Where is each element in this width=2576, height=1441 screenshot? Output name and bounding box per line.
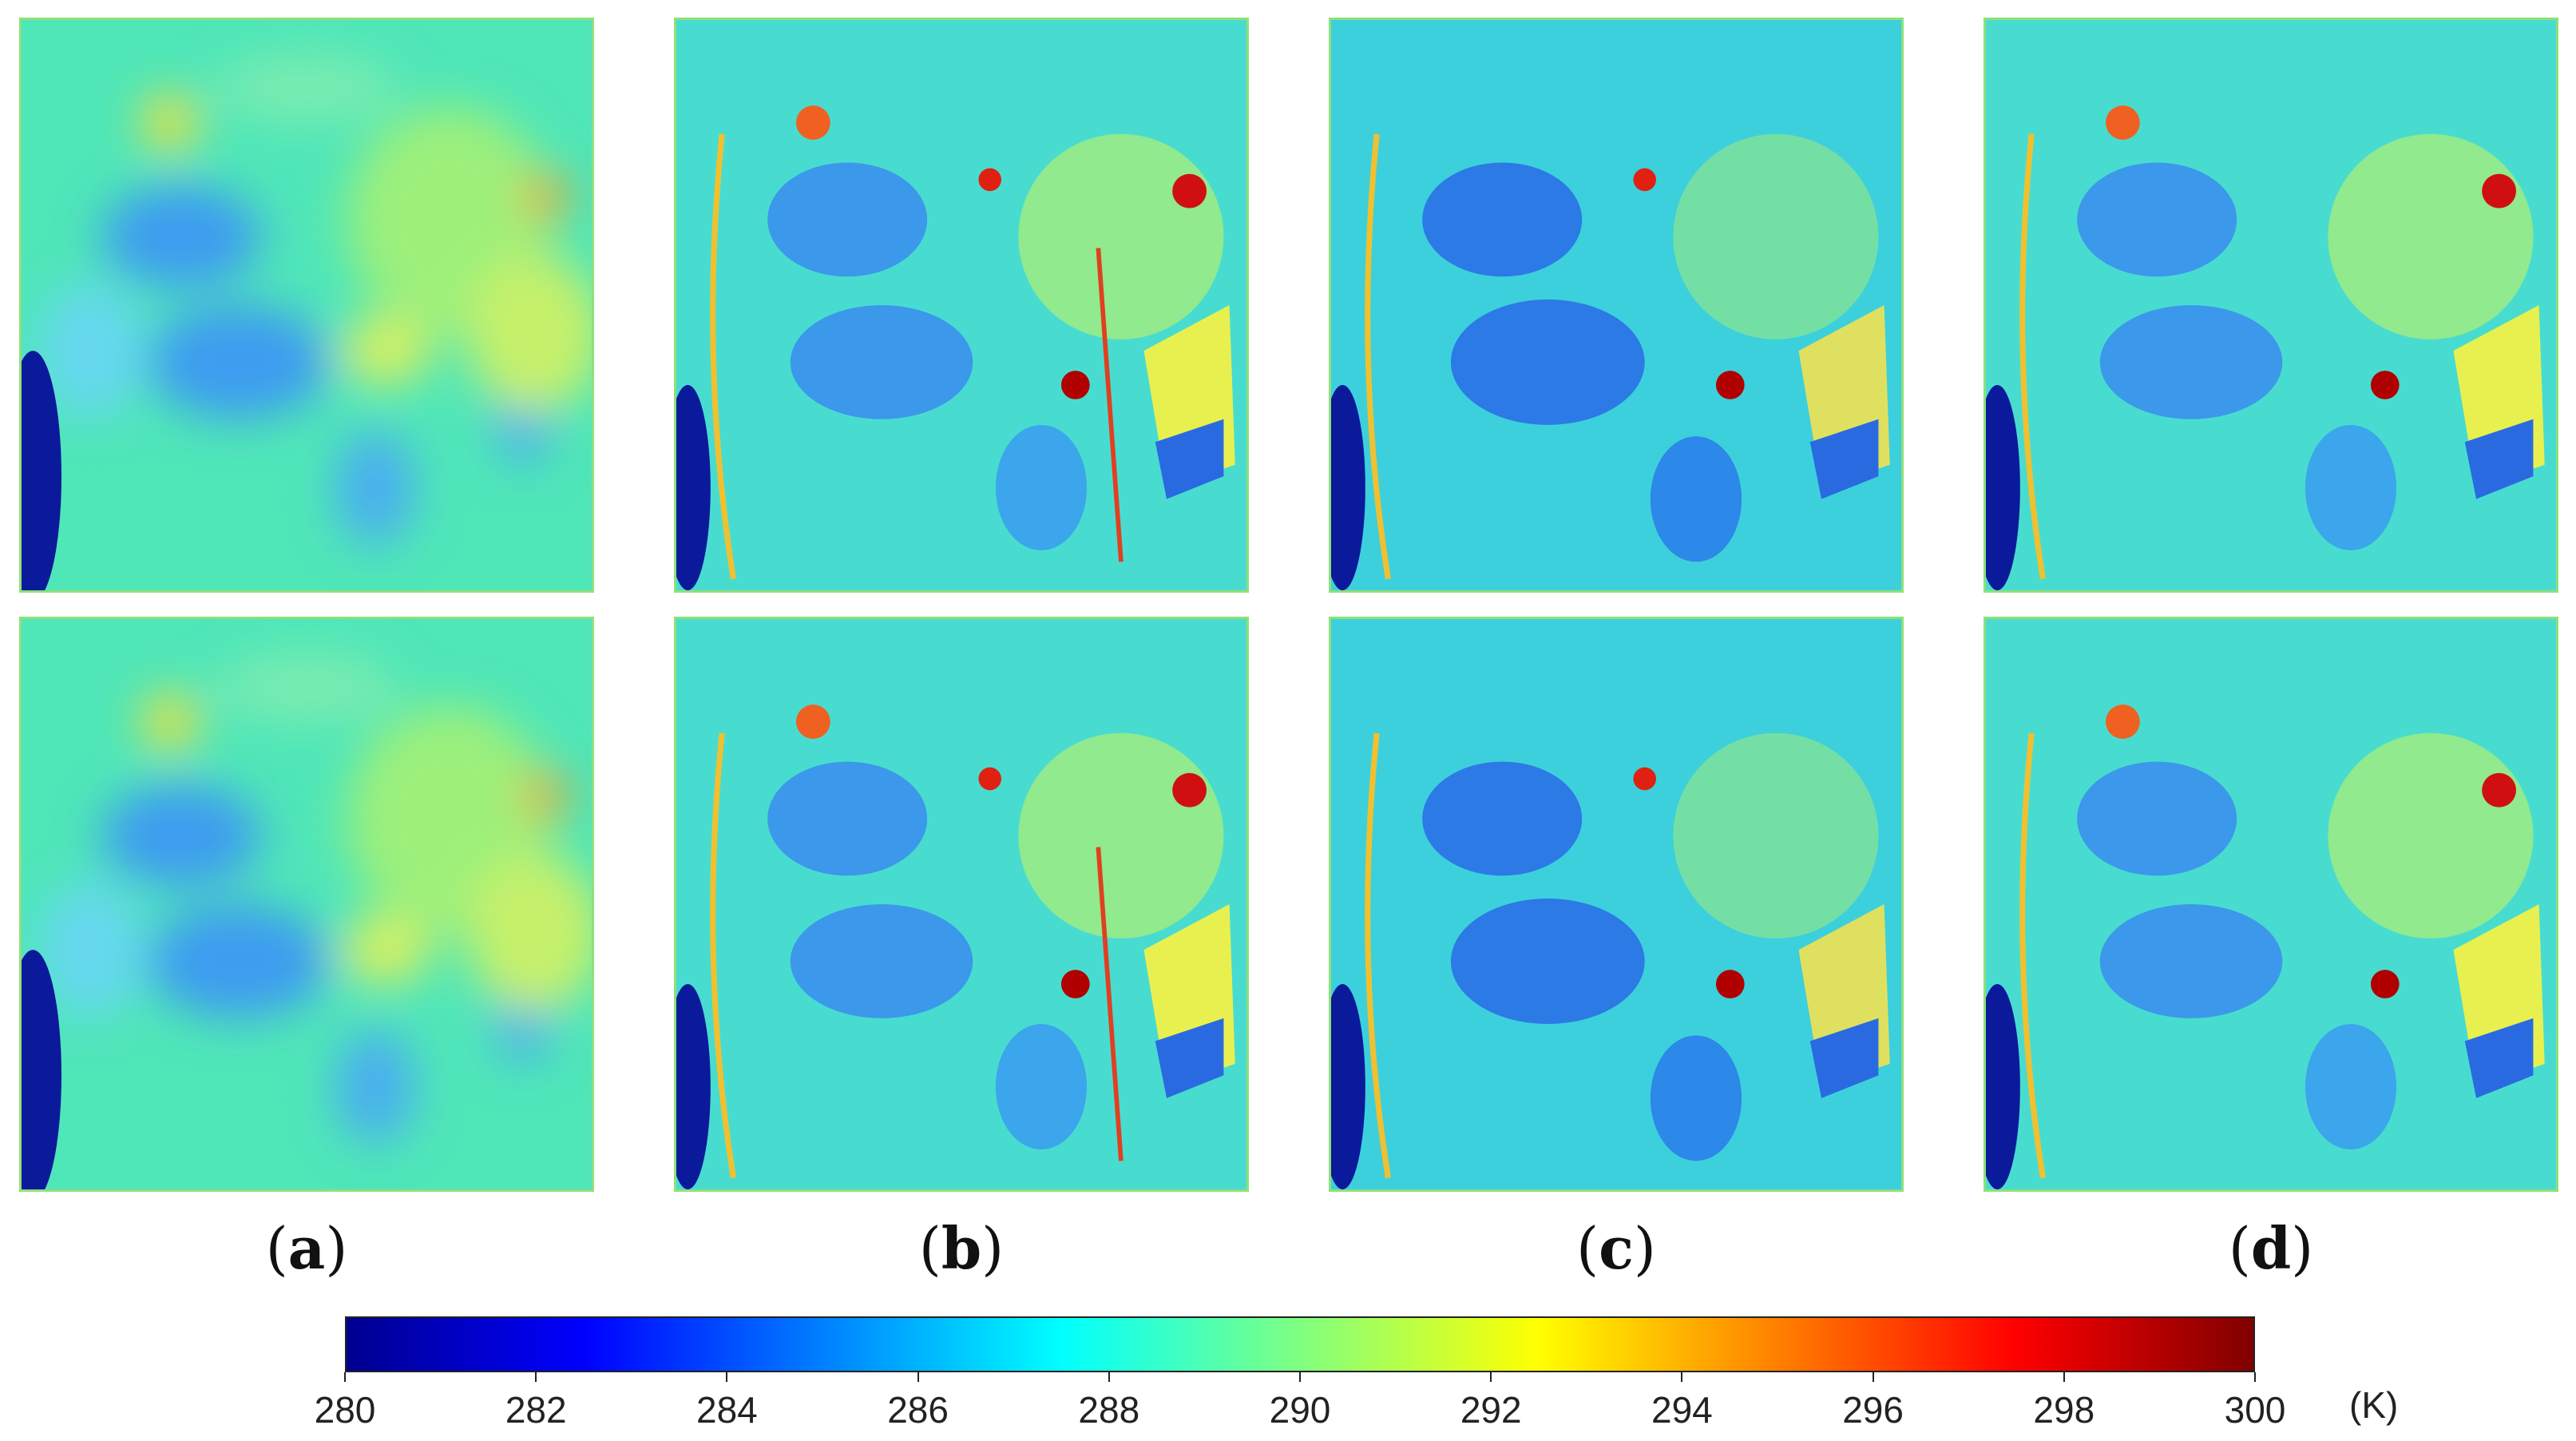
colorbar-tick-mark	[1490, 1372, 1492, 1382]
colorbar-tick-label: 298	[2033, 1389, 2095, 1431]
map-panel-c-bottom	[1329, 617, 1904, 1192]
colorbar-tick-label: 288	[1078, 1389, 1140, 1431]
map-panel-d-bottom	[1984, 617, 2558, 1192]
colorbar	[345, 1316, 2255, 1372]
colorbar-tick-mark	[2063, 1372, 2065, 1382]
map-panel-c-top	[1329, 18, 1904, 593]
map-panel-d-top	[1984, 18, 2558, 593]
colorbar-tick-mark	[344, 1372, 346, 1382]
colorbar-tick-label: 294	[1651, 1389, 1713, 1431]
column-label-b: (b)	[918, 1214, 1005, 1282]
colorbar-unit: (K)	[2349, 1384, 2399, 1426]
map-panel-b-top	[674, 18, 1249, 593]
column-label-d: (d)	[2228, 1214, 2314, 1282]
colorbar-tick-label: 280	[314, 1389, 376, 1431]
colorbar-tick-label: 284	[696, 1389, 758, 1431]
colorbar-tick-mark	[1108, 1372, 1110, 1382]
colorbar-tick-label: 282	[505, 1389, 567, 1431]
map-panel-a-top	[19, 18, 594, 593]
map-panel-a-bottom	[19, 617, 594, 1192]
colorbar-tick-label: 292	[1460, 1389, 1522, 1431]
map-panel-b-bottom	[674, 617, 1249, 1192]
colorbar-tick-mark	[1681, 1372, 1683, 1382]
colorbar-tick-mark	[1872, 1372, 1874, 1382]
colorbar-tick-label: 296	[1842, 1389, 1904, 1431]
colorbar-tick-label: 286	[887, 1389, 949, 1431]
colorbar-tick-label: 290	[1269, 1389, 1331, 1431]
colorbar-tick-mark	[2254, 1372, 2256, 1382]
column-label-c: (c)	[1575, 1214, 1657, 1282]
colorbar-tick-label: 300	[2224, 1389, 2286, 1431]
column-label-a: (a)	[265, 1214, 348, 1282]
colorbar-tick-mark	[726, 1372, 728, 1382]
colorbar-tick-mark	[1299, 1372, 1301, 1382]
colorbar-tick-mark	[535, 1372, 537, 1382]
colorbar-tick-mark	[917, 1372, 919, 1382]
